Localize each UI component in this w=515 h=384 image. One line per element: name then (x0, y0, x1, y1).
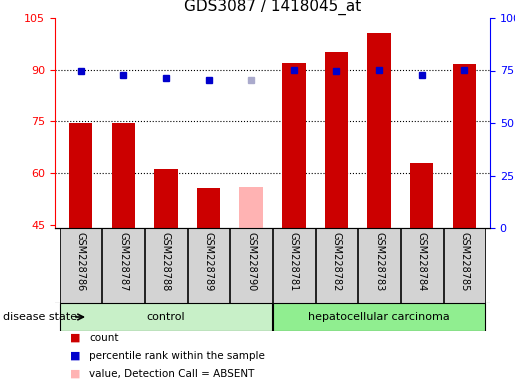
Text: GSM228784: GSM228784 (417, 232, 427, 291)
Bar (60, 228, 101, 303)
Text: ■: ■ (70, 333, 80, 343)
Bar (239, 187, 263, 228)
Bar (273, 228, 315, 303)
Text: percentile rank within the sample: percentile rank within the sample (89, 351, 265, 361)
Text: GSM228788: GSM228788 (161, 232, 171, 291)
Bar (112, 123, 135, 228)
Text: GSM228786: GSM228786 (76, 232, 85, 291)
Bar (358, 228, 400, 303)
Title: GDS3087 / 1418045_at: GDS3087 / 1418045_at (184, 0, 361, 15)
Bar (316, 228, 357, 303)
Text: disease state: disease state (3, 312, 77, 322)
Bar (282, 63, 305, 228)
Bar (102, 228, 144, 303)
Text: GSM228787: GSM228787 (118, 232, 128, 291)
Bar (60, 303, 272, 331)
Bar (197, 189, 220, 228)
Text: ■: ■ (70, 369, 80, 379)
Text: hepatocellular carcinoma: hepatocellular carcinoma (308, 312, 450, 322)
Text: GSM228783: GSM228783 (374, 232, 384, 291)
Text: ■: ■ (70, 351, 80, 361)
Text: GSM228782: GSM228782 (332, 232, 341, 291)
Text: GSM228781: GSM228781 (289, 232, 299, 291)
Text: GSM228789: GSM228789 (203, 232, 214, 291)
Text: value, Detection Call = ABSENT: value, Detection Call = ABSENT (89, 369, 254, 379)
Bar (453, 65, 476, 228)
Bar (325, 53, 348, 228)
Bar (145, 228, 187, 303)
Bar (187, 228, 229, 303)
Text: GSM228785: GSM228785 (459, 232, 469, 291)
Bar (443, 228, 485, 303)
Bar (230, 228, 272, 303)
Text: count: count (89, 333, 118, 343)
Bar (401, 228, 443, 303)
Bar (367, 33, 391, 228)
Text: control: control (147, 312, 185, 322)
Bar (69, 123, 92, 228)
Bar (154, 169, 178, 228)
Bar (273, 303, 485, 331)
Text: GSM228790: GSM228790 (246, 232, 256, 291)
Bar (410, 162, 434, 228)
